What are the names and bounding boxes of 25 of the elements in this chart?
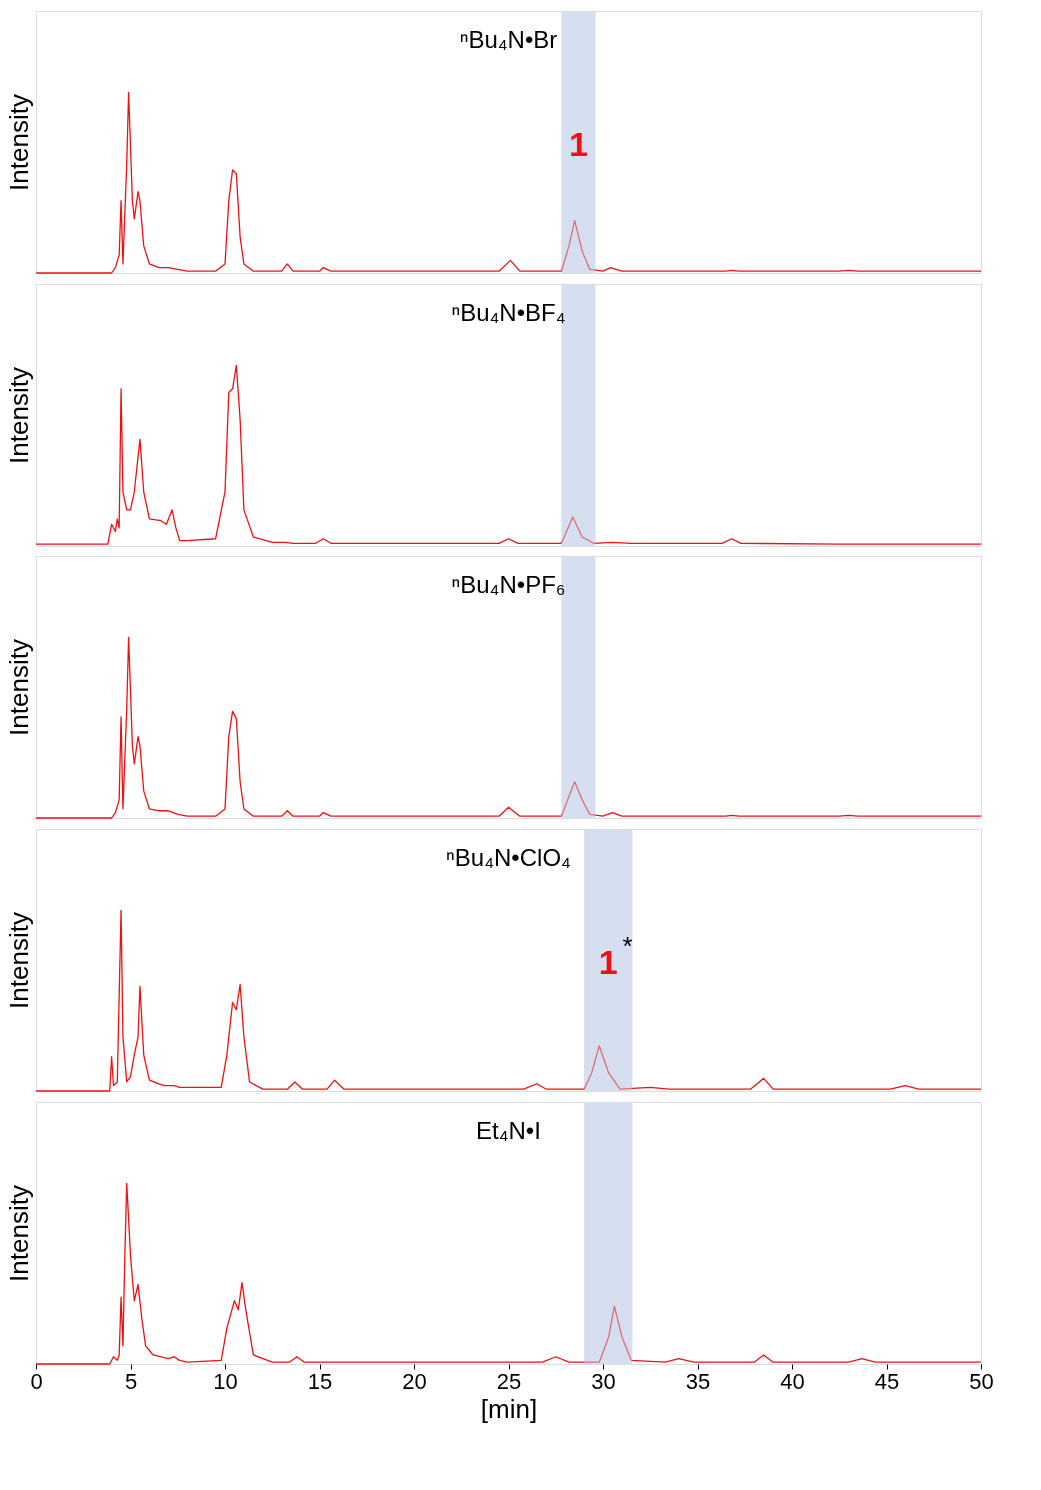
chart-title: ⁿBu₄N•ClO₄ [446,844,571,871]
x-tick-label: 5 [124,1368,138,1394]
y-axis-title: Intensity [3,639,34,736]
x-tick-label: 15 [307,1368,333,1394]
x-tick-label: 45 [874,1368,900,1394]
x-tick-label: 10 [213,1368,238,1394]
chart-title: ⁿBu₄N•Br [459,26,558,53]
x-tick-label: 30 [591,1368,616,1394]
y-axis-title: Intensity [3,367,34,464]
x-tick-label: 40 [780,1368,805,1394]
x-tick-label: 50 [969,1368,994,1394]
y-axis-title: Intensity [3,94,34,191]
chart-title: Et₄N•I [476,1117,541,1144]
y-axis-title: Intensity [3,912,34,1009]
x-tick-label: 35 [685,1368,711,1394]
x-tick-label: 0 [30,1368,43,1394]
x-tick-label: 20 [402,1368,427,1394]
x-axis-title: [min] [480,1393,538,1424]
annotation: * [622,931,633,961]
annotation: 1 [598,942,618,981]
chart-title: ⁿBu₄N•PF₆ [451,571,566,598]
x-tick-label: 25 [496,1368,522,1394]
annotation: 1 [568,124,588,163]
y-axis-title: Intensity [3,1185,34,1282]
chart-title: ⁿBu₄N•BF₄ [451,299,566,326]
